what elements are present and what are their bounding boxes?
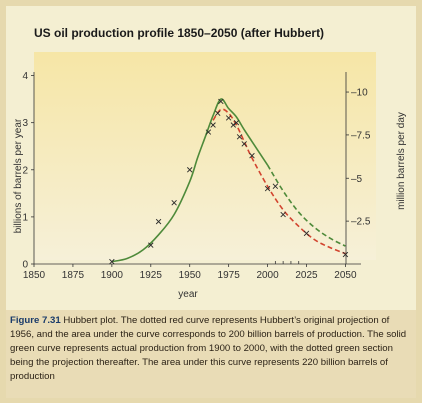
x-tick-label: 2000 — [256, 270, 279, 281]
series-line-0 — [111, 98, 269, 263]
series-line-2 — [212, 108, 346, 255]
data-marker — [241, 141, 247, 147]
data-marker — [264, 185, 271, 192]
x-tick-label: 1875 — [62, 270, 85, 281]
data-marker — [186, 167, 193, 173]
y-tick-label-left: 2 — [22, 165, 28, 176]
data-marker — [210, 122, 216, 128]
data-marker — [272, 183, 279, 189]
caption-label: Figure 7.31 — [10, 315, 61, 326]
data-marker — [215, 110, 221, 116]
data-marker — [148, 242, 154, 248]
x-tick-label: 2050 — [334, 270, 357, 281]
data-marker — [171, 200, 177, 206]
caption-text: Hubbert plot. The dotted red curve repre… — [10, 315, 407, 382]
left-axis-label: billions of barrels per year — [13, 118, 24, 233]
y-tick-label-right: –2.5 — [351, 217, 371, 228]
data-marker — [233, 119, 240, 126]
x-tick-label: 2025 — [295, 270, 318, 281]
x-tick-label: 1900 — [101, 270, 124, 281]
x-tick-label: 1925 — [140, 270, 163, 281]
data-marker — [109, 258, 115, 265]
data-marker — [205, 129, 212, 135]
series-line-1 — [266, 164, 346, 247]
figure: US oil production profile 1850–2050 (aft… — [6, 6, 416, 398]
y-tick-label-right: –5 — [351, 174, 363, 185]
x-tick-label: 1850 — [23, 270, 46, 281]
y-tick-label-left: 4 — [22, 71, 28, 82]
data-marker — [155, 218, 162, 225]
data-marker — [218, 98, 224, 105]
y-tick-label-left: 1 — [22, 212, 28, 223]
data-marker — [225, 115, 232, 121]
x-tick-label: 1975 — [218, 270, 241, 281]
chart-svg: 1850 1875 1900 1925 1950 1975 2000 2025 2050 0 1 2 3… — [13, 52, 407, 300]
data-marker — [303, 230, 310, 237]
right-axis-label: million barrels per day — [396, 112, 407, 210]
y-tick-label-right: –10 — [351, 88, 368, 99]
y-tick-label-right: –7.5 — [351, 130, 371, 141]
y-tick-label-left: 3 — [22, 118, 28, 129]
data-marker — [280, 211, 286, 218]
data-marker — [249, 152, 255, 159]
chart-panel: US oil production profile 1850–2050 (aft… — [6, 6, 416, 310]
data-marker — [230, 122, 237, 128]
y-tick-label-left: 0 — [22, 260, 28, 271]
data-marker — [342, 251, 349, 258]
plot-background — [34, 52, 376, 260]
figure-caption: Figure 7.31 Hubbert plot. The dotted red… — [10, 314, 414, 384]
x-axis-label: year — [178, 289, 198, 300]
data-marker — [236, 134, 243, 140]
chart-title: US oil production profile 1850–2050 (aft… — [34, 26, 325, 40]
x-tick-label: 1950 — [179, 270, 202, 281]
